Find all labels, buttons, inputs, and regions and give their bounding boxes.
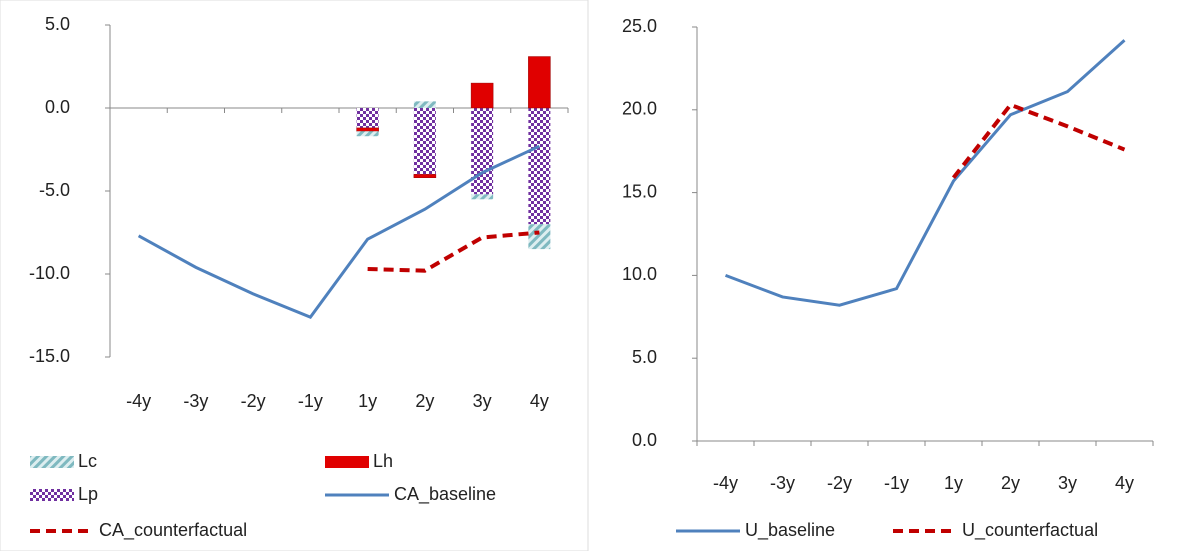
y-tick-label: 0.0: [632, 430, 657, 450]
bar: [356, 127, 379, 132]
x-tick-label: 3y: [473, 391, 492, 411]
x-tick-label: 2y: [1001, 473, 1020, 493]
y-tick-label: 15.0: [622, 181, 657, 201]
y-tick-label: -15.0: [29, 346, 70, 366]
y-tick-label: 5.0: [632, 347, 657, 367]
x-tick-label: -1y: [298, 391, 323, 411]
y-tick-label: 5.0: [45, 14, 70, 34]
bar: [471, 194, 494, 200]
line: [367, 230, 540, 273]
bar: [528, 108, 551, 225]
legend-label: CA_baseline: [394, 484, 496, 505]
x-tick-label: -4y: [713, 473, 738, 493]
x-tick-label: 4y: [1115, 473, 1134, 493]
bar: [470, 82, 494, 109]
legend-label: Lp: [78, 484, 98, 504]
x-tick-label: -4y: [126, 391, 151, 411]
y-tick-label: 20.0: [622, 99, 657, 119]
y-tick-label: 0.0: [45, 97, 70, 117]
legend-swatch: [325, 456, 369, 468]
line: [137, 144, 541, 319]
bar: [413, 108, 436, 175]
legend-label: U_baseline: [745, 520, 835, 541]
y-tick-label: 10.0: [622, 264, 657, 284]
legend-label: CA_counterfactual: [99, 520, 247, 541]
legend-label: Lc: [78, 451, 97, 471]
y-tick-label: -10.0: [29, 263, 70, 283]
bar: [413, 174, 437, 178]
x-tick-label: 2y: [415, 391, 434, 411]
bar: [528, 224, 551, 250]
line: [724, 39, 1126, 307]
y-tick-label: 25.0: [622, 16, 657, 36]
x-tick-label: 3y: [1058, 473, 1077, 493]
x-tick-label: -1y: [884, 473, 909, 493]
bar: [528, 56, 551, 109]
x-tick-label: 1y: [944, 473, 963, 493]
x-tick-label: -2y: [241, 391, 266, 411]
x-tick-label: -3y: [183, 391, 208, 411]
x-tick-label: -3y: [770, 473, 795, 493]
bar: [471, 108, 494, 195]
bar: [356, 131, 379, 137]
bar: [356, 108, 379, 128]
legend-swatch: [30, 456, 74, 468]
line: [951, 102, 1126, 179]
legend-label: U_counterfactual: [962, 520, 1098, 541]
x-tick-label: -2y: [827, 473, 852, 493]
x-tick-label: 1y: [358, 391, 377, 411]
legend-label: Lh: [373, 451, 393, 471]
bar: [413, 101, 436, 108]
legend-swatch: [30, 489, 74, 501]
x-tick-label: 4y: [530, 391, 549, 411]
y-tick-label: -5.0: [39, 180, 70, 200]
